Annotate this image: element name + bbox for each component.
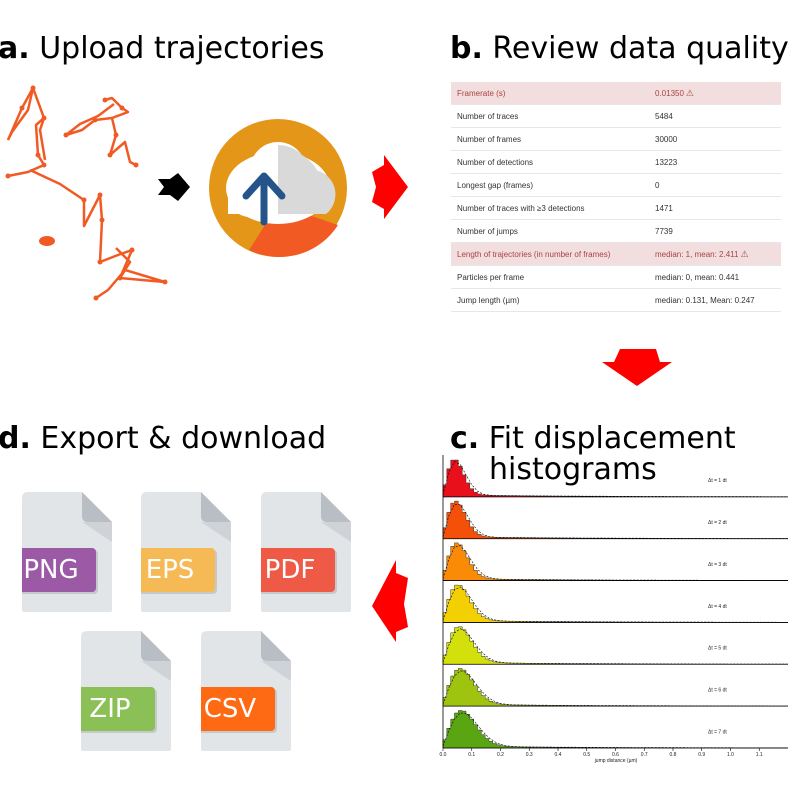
- warning-icon: ⚠: [740, 248, 749, 259]
- quality-value: 0.01350 ⚠: [655, 87, 694, 98]
- file-format-label: CSV: [203, 694, 257, 724]
- quality-value: 30000: [655, 134, 678, 144]
- quality-value: median: 0.131, Mean: 0.247: [655, 295, 755, 305]
- file-zip-icon[interactable]: ZIP: [81, 631, 201, 761]
- arrow-left-red-icon: [372, 560, 408, 642]
- quality-row: Number of traces with ≥3 detections 1471: [451, 197, 781, 220]
- arrow-down-red-icon: [602, 349, 672, 386]
- trajectory-points: [5, 85, 168, 301]
- cloud-upload-icon: [209, 119, 347, 258]
- panel-b-text: Review data quality: [492, 31, 789, 66]
- data-quality-table: Framerate (s) 0.01350 ⚠ Number of traces 548…: [451, 82, 781, 312]
- quality-label: Particles per frame: [457, 272, 525, 282]
- file-eps-icon[interactable]: EPS: [141, 492, 261, 622]
- quality-row: Framerate (s) 0.01350 ⚠: [451, 82, 781, 105]
- panel-d-title: d. Export & download: [0, 424, 326, 454]
- quality-value: 1471: [655, 203, 673, 213]
- panel-a-title: a. Upload trajectories: [0, 34, 324, 64]
- panel-c-text: Fit displacement: [488, 421, 736, 456]
- quality-label: Framerate (s): [457, 88, 506, 98]
- quality-row: Number of jumps 7739: [451, 220, 781, 243]
- panel-d-letter: d.: [0, 421, 31, 456]
- quality-value: median: 0, mean: 0.441: [655, 272, 740, 282]
- quality-label: Jump length (µm): [457, 295, 520, 305]
- file-csv-icon[interactable]: CSV: [201, 631, 321, 761]
- quality-label: Longest gap (frames): [457, 180, 534, 190]
- quality-value: 13223: [655, 157, 678, 167]
- panel-d-text: Export & download: [40, 421, 327, 456]
- panel-b-title: b. Review data quality: [450, 34, 789, 64]
- quality-row: Number of frames 30000: [451, 128, 781, 151]
- quality-value: 5484: [655, 111, 673, 121]
- arrow-right-red-icon: [372, 155, 408, 219]
- file-pdf-icon[interactable]: PDF: [261, 492, 381, 622]
- quality-row: Longest gap (frames) 0: [451, 174, 781, 197]
- quality-label: Number of jumps: [457, 226, 518, 236]
- arrow-right-black-icon: [158, 173, 190, 201]
- panel-a-text: Upload trajectories: [39, 31, 325, 66]
- quality-value: 7739: [655, 226, 673, 236]
- panel-c-title: c. Fit displacement: [450, 424, 736, 454]
- panel-c-letter: c.: [450, 421, 480, 456]
- panel-b-letter: b.: [450, 31, 483, 66]
- quality-label: Length of trajectories (in number of fra…: [457, 249, 611, 259]
- quality-row: Number of traces 5484: [451, 105, 781, 128]
- file-format-label: PNG: [23, 555, 79, 585]
- quality-value: 0: [655, 180, 660, 190]
- quality-label: Number of traces: [457, 111, 519, 121]
- trajectories-drawing: [6, 86, 167, 300]
- file-format-label: ZIP: [89, 694, 131, 724]
- quality-label: Number of traces with ≥3 detections: [457, 203, 585, 213]
- quality-value: median: 1, mean: 2.411 ⚠: [655, 248, 749, 259]
- quality-row: Jump length (µm) median: 0.131, Mean: 0.2…: [451, 289, 781, 312]
- file-format-label: EPS: [145, 555, 195, 585]
- quality-row: Particles per frame median: 0, mean: 0.44…: [451, 266, 781, 289]
- file-format-label: PDF: [264, 555, 316, 585]
- quality-row: Length of trajectories (in number of fra…: [451, 243, 781, 266]
- quality-label: Number of frames: [457, 134, 522, 144]
- quality-row: Number of detections 13223: [451, 151, 781, 174]
- file-png-icon[interactable]: PNG: [22, 492, 142, 622]
- warning-icon: ⚠: [685, 87, 694, 98]
- quality-label: Number of detections: [457, 157, 534, 167]
- panel-a-letter: a.: [0, 31, 30, 66]
